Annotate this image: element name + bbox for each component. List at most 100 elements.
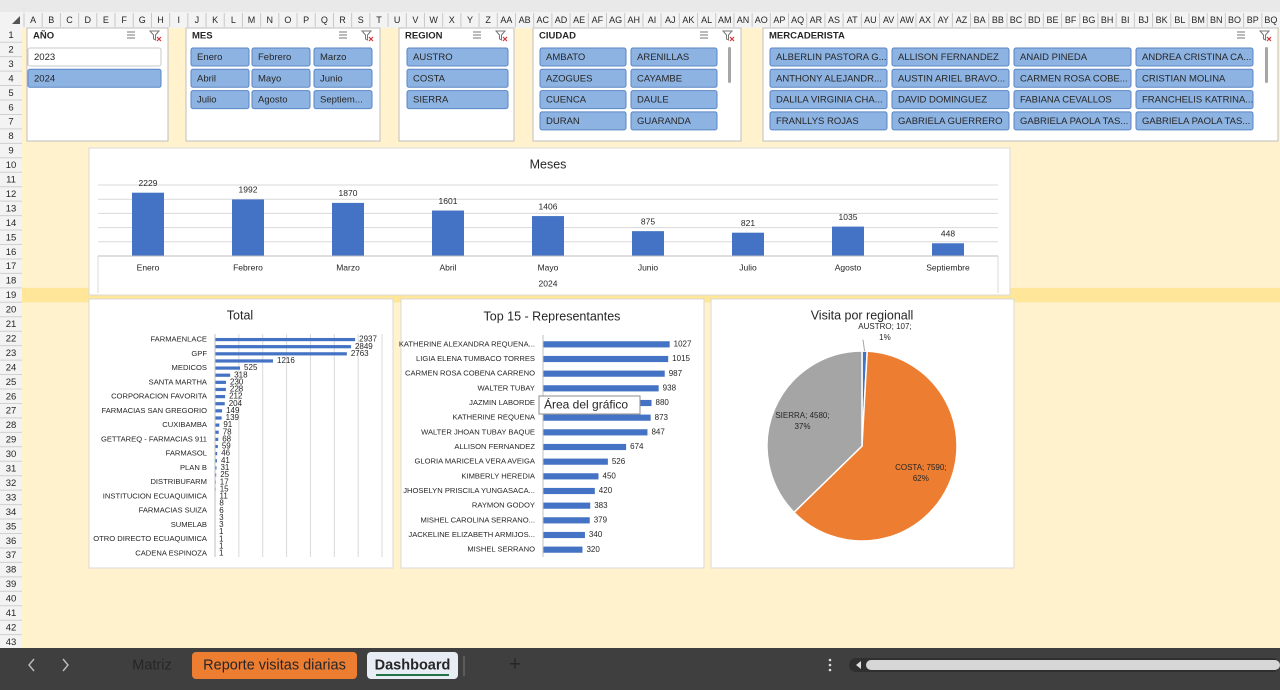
column-header[interactable]: W [429, 15, 438, 25]
column-header[interactable]: BB [992, 15, 1004, 25]
slicer-item-label[interactable]: ARENILLAS [637, 52, 689, 63]
column-header[interactable]: AG [609, 15, 622, 25]
column-header[interactable]: V [412, 15, 418, 25]
row-header[interactable]: 15 [6, 232, 17, 243]
row-header[interactable]: 12 [6, 189, 17, 200]
slicer-item[interactable] [1013, 111, 1132, 131]
slicer-scrollbar[interactable] [728, 47, 731, 83]
column-header[interactable]: BF [1065, 15, 1077, 25]
row-header[interactable]: 13 [6, 203, 17, 214]
row-header[interactable]: 14 [6, 218, 17, 229]
row-header[interactable]: 8 [8, 131, 13, 142]
prev-sheet-arrow[interactable] [28, 658, 35, 672]
column-header[interactable]: AY [938, 15, 949, 25]
column-header[interactable]: R [339, 15, 346, 25]
slicer-item-label[interactable]: Junio [320, 73, 343, 84]
row-header[interactable]: 42 [6, 622, 17, 633]
slicer-item-label[interactable]: DURAN [546, 116, 580, 127]
column-header[interactable]: AJ [665, 15, 676, 25]
row-header[interactable]: 7 [8, 117, 13, 128]
row-header[interactable]: 41 [6, 608, 17, 619]
h-scrollbar-thumb[interactable] [866, 660, 1280, 670]
slicer-item-label[interactable]: FRANCHELIS KATRINA... [1142, 95, 1253, 106]
row-header[interactable]: 43 [6, 637, 17, 648]
column-header[interactable]: AE [573, 15, 585, 25]
row-header[interactable]: 17 [6, 261, 17, 272]
slicer-item[interactable] [769, 68, 888, 88]
column-header[interactable]: AF [592, 15, 604, 25]
row-header[interactable]: 25 [6, 377, 17, 388]
slicer-item-label[interactable]: CAYAMBE [637, 73, 682, 84]
next-sheet-arrow[interactable] [62, 658, 69, 672]
slicer-item[interactable] [539, 68, 627, 88]
column-header[interactable]: BD [1028, 15, 1041, 25]
slicer-item[interactable] [190, 47, 250, 67]
column-header[interactable]: AM [718, 15, 732, 25]
row-header[interactable]: 29 [6, 435, 17, 446]
slicer-item-label[interactable]: Julio [197, 95, 217, 106]
column-header[interactable]: I [177, 15, 180, 25]
column-header[interactable]: H [157, 15, 164, 25]
row-header[interactable]: 26 [6, 391, 17, 402]
slicer-item[interactable] [630, 90, 718, 110]
row-header[interactable]: 30 [6, 449, 17, 460]
slicer-item[interactable] [190, 68, 250, 88]
row-header[interactable]: 16 [6, 247, 17, 258]
column-header[interactable]: Z [485, 15, 491, 25]
slicer-item[interactable] [1013, 68, 1132, 88]
slicer-item[interactable] [630, 111, 718, 131]
row-header[interactable]: 3 [8, 59, 13, 70]
slicer-item-label[interactable]: DALILA VIRGINIA CHA... [776, 95, 883, 106]
row-header[interactable]: 1 [8, 30, 13, 41]
column-header[interactable]: E [103, 15, 109, 25]
column-header[interactable]: B [48, 15, 54, 25]
slicer-item[interactable] [539, 111, 627, 131]
column-header[interactable]: S [358, 15, 364, 25]
slicer-scrollbar[interactable] [1265, 47, 1268, 83]
row-header[interactable]: 39 [6, 579, 17, 590]
slicer-item-label[interactable]: AZOGUES [546, 73, 592, 84]
row-header[interactable]: 40 [6, 594, 17, 605]
column-header[interactable]: F [121, 15, 127, 25]
slicer-item[interactable] [891, 68, 1010, 88]
column-header[interactable]: Q [321, 15, 328, 25]
column-header[interactable]: N [266, 15, 273, 25]
column-header[interactable]: AB [519, 15, 531, 25]
column-header[interactable]: AT [847, 15, 858, 25]
slicer-item[interactable] [891, 47, 1010, 67]
row-header[interactable]: 19 [6, 290, 17, 301]
slicer-item[interactable] [769, 47, 888, 67]
slicer-item[interactable] [251, 47, 311, 67]
slicer-item-label[interactable]: ANAID PINEDA [1020, 52, 1088, 63]
slicer-item-label[interactable]: GABRIELA PAOLA TAS... [1020, 116, 1128, 127]
row-header[interactable]: 4 [8, 73, 13, 84]
slicer-item[interactable] [630, 68, 718, 88]
add-sheet-button[interactable]: + [509, 653, 521, 675]
slicer-item[interactable] [406, 47, 509, 67]
slicer-item[interactable] [27, 47, 162, 67]
column-header[interactable]: BH [1101, 15, 1114, 25]
column-header[interactable]: AW [900, 15, 915, 25]
column-header[interactable]: C [66, 15, 73, 25]
column-header[interactable]: AP [773, 15, 785, 25]
slicer-item[interactable] [27, 68, 162, 88]
slicer-item[interactable] [1135, 68, 1254, 88]
column-header[interactable]: T [376, 15, 382, 25]
slicer-item-label[interactable]: Abril [197, 73, 216, 84]
column-header[interactable]: AC [537, 15, 550, 25]
column-header[interactable]: AI [648, 15, 657, 25]
menu-dot[interactable] [828, 658, 832, 662]
slicer-item-label[interactable]: GABRIELA GUERRERO [898, 116, 1003, 127]
slicer-item-label[interactable]: Enero [197, 52, 222, 63]
slicer-item[interactable] [769, 90, 888, 110]
slicer-item[interactable] [1013, 47, 1132, 67]
column-header[interactable]: AD [555, 15, 568, 25]
slicer-item[interactable] [251, 68, 311, 88]
slicer-item[interactable] [190, 90, 250, 110]
slicer-item-label[interactable]: ANDREA CRISTINA CA... [1142, 52, 1251, 63]
sheet-tab[interactable]: Matriz [132, 657, 171, 673]
column-header[interactable]: AH [628, 15, 641, 25]
column-header[interactable]: BE [1046, 15, 1058, 25]
clear-filter-icon[interactable] [148, 30, 161, 41]
slicer-item[interactable] [313, 90, 373, 110]
